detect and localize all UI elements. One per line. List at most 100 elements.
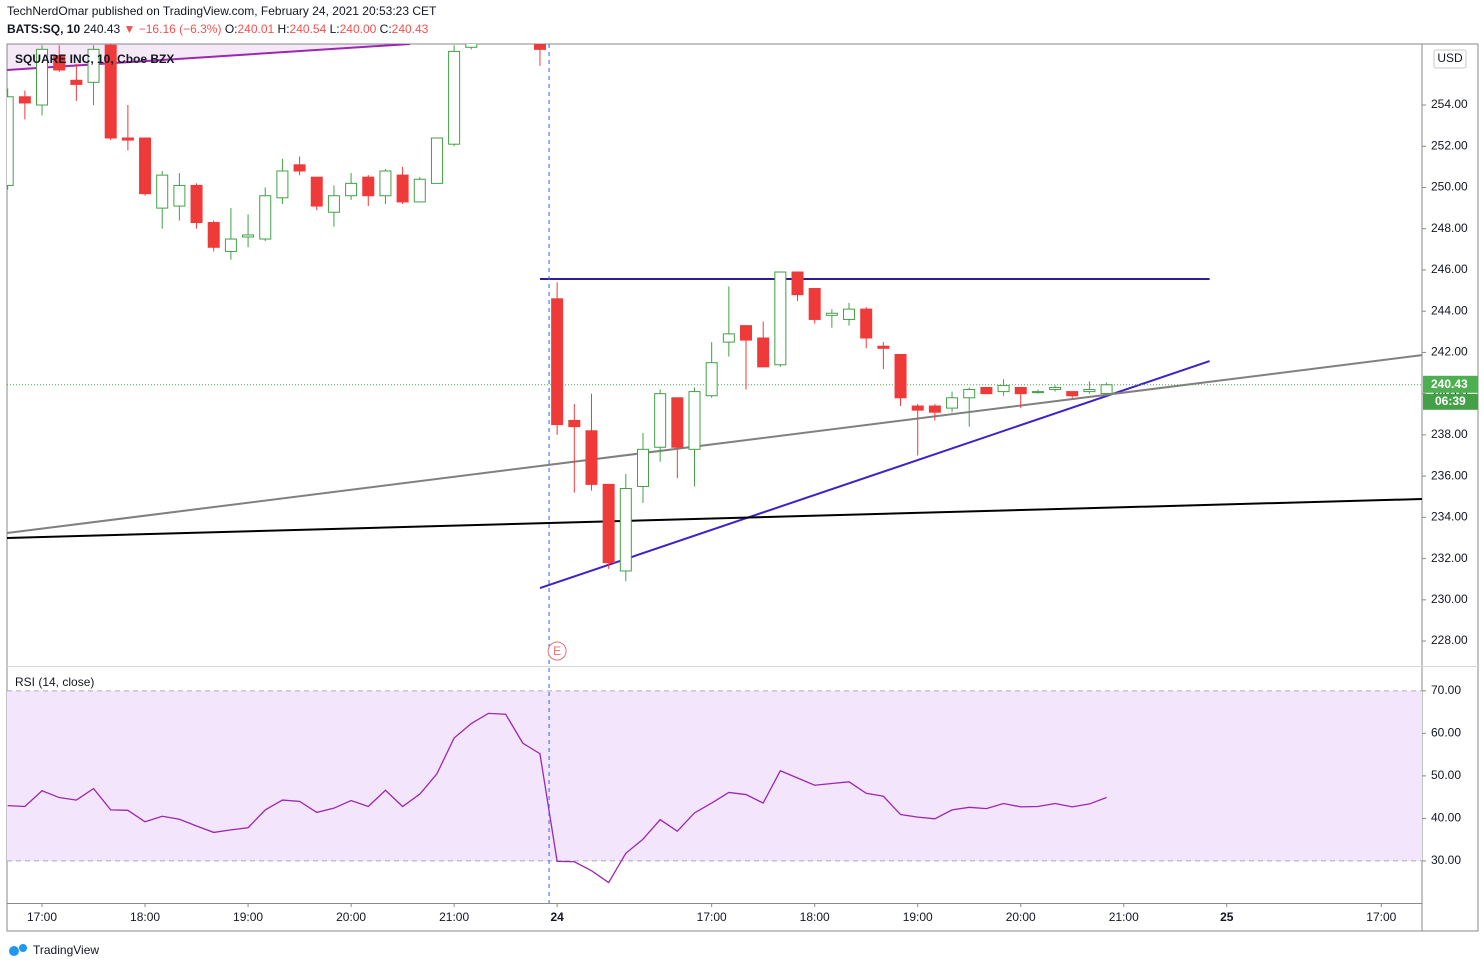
logo — [9, 944, 27, 956]
candle-body — [259, 195, 272, 240]
candle-body — [774, 271, 787, 366]
candle-body — [808, 288, 821, 320]
y-tick-label: 50.00 — [1431, 768, 1461, 782]
candle-body — [877, 345, 890, 349]
x-tick-label: 19:00 — [233, 910, 263, 924]
candle-body — [396, 174, 409, 203]
candle-body — [688, 391, 701, 450]
pane-title: SQUARE INC, 10, Cboe BZX — [15, 52, 174, 66]
y-tick-label: 70.00 — [1431, 683, 1461, 697]
candle-body — [293, 164, 306, 172]
x-tick-label: 21:00 — [1109, 910, 1139, 924]
y-tick-label: 242.00 — [1431, 345, 1468, 359]
x-tick-label: 19:00 — [903, 910, 933, 924]
x-tick-label: 18:00 — [800, 910, 830, 924]
brand: TradingView — [33, 943, 99, 957]
candle-body — [190, 184, 203, 224]
candle-body — [104, 44, 117, 139]
y-tick-label: 246.00 — [1431, 262, 1468, 276]
symbol-line: BATS:SQ, 10 240.43 ▼ −16.16 (−6.3%) O:24… — [7, 22, 429, 36]
y-tick-label: 248.00 — [1431, 221, 1468, 235]
candle-body — [791, 271, 804, 296]
candle-body — [207, 222, 220, 248]
candle-body — [276, 170, 289, 199]
candle-body — [310, 176, 323, 207]
x-tick-label: 21:00 — [439, 910, 469, 924]
ohlc-value: 240.00 — [340, 22, 377, 36]
candle-body — [740, 325, 753, 341]
y-tick-label: 244.00 — [1431, 303, 1468, 317]
candle-body — [894, 353, 907, 399]
event-label: E — [553, 644, 561, 658]
candle-body — [430, 137, 443, 184]
candle-body — [87, 48, 100, 83]
candle-body — [242, 234, 255, 238]
candle-body — [1031, 391, 1044, 394]
candle-body — [997, 384, 1010, 393]
candle-body — [825, 312, 838, 316]
candle-body — [1100, 384, 1113, 394]
x-tick-label: 18:00 — [130, 910, 160, 924]
rsi-pane — [7, 690, 1422, 884]
candle-body — [585, 430, 598, 485]
overlay: 228.00 230.00 232.00 234.00 236.00 238.00 240.… — [27, 44, 1478, 924]
currency: USD — [1437, 51, 1463, 65]
candle-body — [121, 137, 134, 141]
x-tick-label: 25 — [1220, 910, 1234, 924]
change-arrow: ▼ — [124, 22, 136, 36]
candle-body — [551, 298, 564, 426]
change: −16.16 (−6.3%) — [139, 22, 222, 36]
candle-body — [413, 178, 426, 203]
candle-body — [722, 333, 735, 343]
publisher-line: TechNerdOmar published on TradingView.co… — [7, 4, 437, 18]
y-tick-label: 40.00 — [1431, 811, 1461, 825]
y-tick-label: 250.00 — [1431, 180, 1468, 194]
candle-body — [173, 184, 186, 207]
candle-body — [705, 362, 718, 397]
ohlc-label: C: — [380, 22, 392, 36]
candle-body — [671, 397, 684, 448]
ohlc-label: H: — [278, 22, 290, 36]
candle-body — [36, 48, 49, 106]
candle-body — [602, 483, 615, 564]
candle-body — [448, 50, 461, 145]
candle-body — [533, 44, 546, 50]
y-tick-label: 238.00 — [1431, 427, 1468, 441]
candle-body — [946, 397, 959, 409]
ohlc-label: O: — [225, 22, 238, 36]
x-tick-label: 20:00 — [1006, 910, 1036, 924]
y-tick-label: 232.00 — [1431, 551, 1468, 565]
candle-body — [1066, 391, 1079, 397]
x-tick-label: 17:00 — [27, 910, 57, 924]
currency-box[interactable] — [1433, 49, 1467, 69]
candle-body — [345, 182, 358, 197]
y-tick-label: 30.00 — [1431, 853, 1461, 867]
candle-body — [911, 405, 924, 411]
candle-body — [843, 308, 856, 320]
candle-body — [619, 487, 632, 572]
candle-body — [1014, 386, 1027, 395]
candle-body — [980, 386, 993, 395]
candle-body — [963, 389, 976, 399]
candle-body — [636, 448, 649, 487]
candle-body — [860, 308, 873, 339]
last-price: 240.43 — [83, 22, 120, 36]
candle-body — [757, 337, 770, 368]
candle-body — [156, 174, 169, 209]
candle-body — [1083, 389, 1096, 393]
x-tick-label: 17:00 — [697, 910, 727, 924]
ohlc-value: 240.54 — [290, 22, 327, 36]
candle-body — [7, 96, 14, 186]
ohlc-label: L: — [330, 22, 340, 36]
event-marker — [547, 641, 567, 661]
trend-line — [7, 44, 411, 71]
last-price-box — [1423, 375, 1478, 393]
candle-body — [70, 79, 83, 85]
y-tick-label: 60.00 — [1431, 726, 1461, 740]
countdown: 06:39 — [1435, 394, 1466, 408]
countdown-box — [1423, 393, 1478, 410]
trend-line — [7, 498, 1422, 539]
candle-body — [53, 55, 66, 71]
candle-body — [18, 96, 31, 104]
